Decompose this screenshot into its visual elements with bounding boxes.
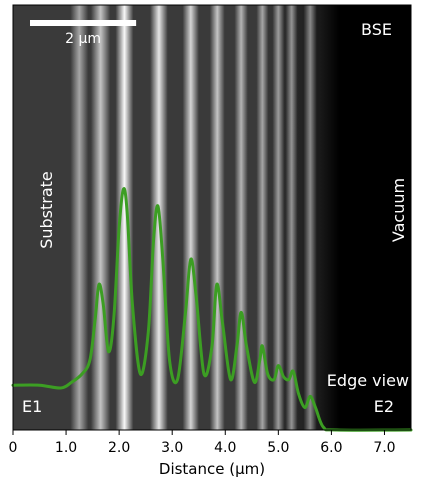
x-tick-label: 5.0 xyxy=(267,440,289,456)
bright-band xyxy=(90,5,111,430)
x-tick-label: 6.0 xyxy=(320,440,342,456)
bright-band xyxy=(285,5,298,430)
e2-label: E2 xyxy=(374,397,394,416)
substrate-label: Substrate xyxy=(37,171,56,249)
x-tick-label: 4.0 xyxy=(214,440,236,456)
x-tick-label: 0 xyxy=(9,440,18,456)
vacuum-label: Vacuum xyxy=(389,178,408,242)
micrograph xyxy=(11,5,413,432)
x-tick-label: 7.0 xyxy=(373,440,395,456)
x-tick-label: 1.0 xyxy=(55,440,77,456)
scale-bar-label: 2 µm xyxy=(65,31,101,47)
bright-band xyxy=(272,5,285,430)
bright-band xyxy=(182,5,199,430)
axes-frame xyxy=(12,4,412,431)
intensity-profile-line xyxy=(11,187,413,432)
scale-bar-line xyxy=(30,20,137,26)
x-tick-label: 2.0 xyxy=(108,440,130,456)
bright-band xyxy=(234,5,248,430)
bright-band xyxy=(256,5,269,430)
bright-band xyxy=(303,5,317,430)
bright-band xyxy=(209,5,225,430)
edge-view-label: Edge view xyxy=(327,371,409,390)
x-tick-label: 3.0 xyxy=(161,440,183,456)
x-axis-ticks: 0 1.0 2.0 3.0 4.0 5.0 6.0 7.0 xyxy=(9,430,396,456)
bright-band xyxy=(70,5,89,430)
x-axis-label: Distance (µm) xyxy=(159,460,265,478)
bse-label: BSE xyxy=(361,20,392,39)
e1-label: E1 xyxy=(22,397,42,416)
bright-band xyxy=(115,5,134,430)
scale-bar: 2 µm xyxy=(30,20,137,47)
